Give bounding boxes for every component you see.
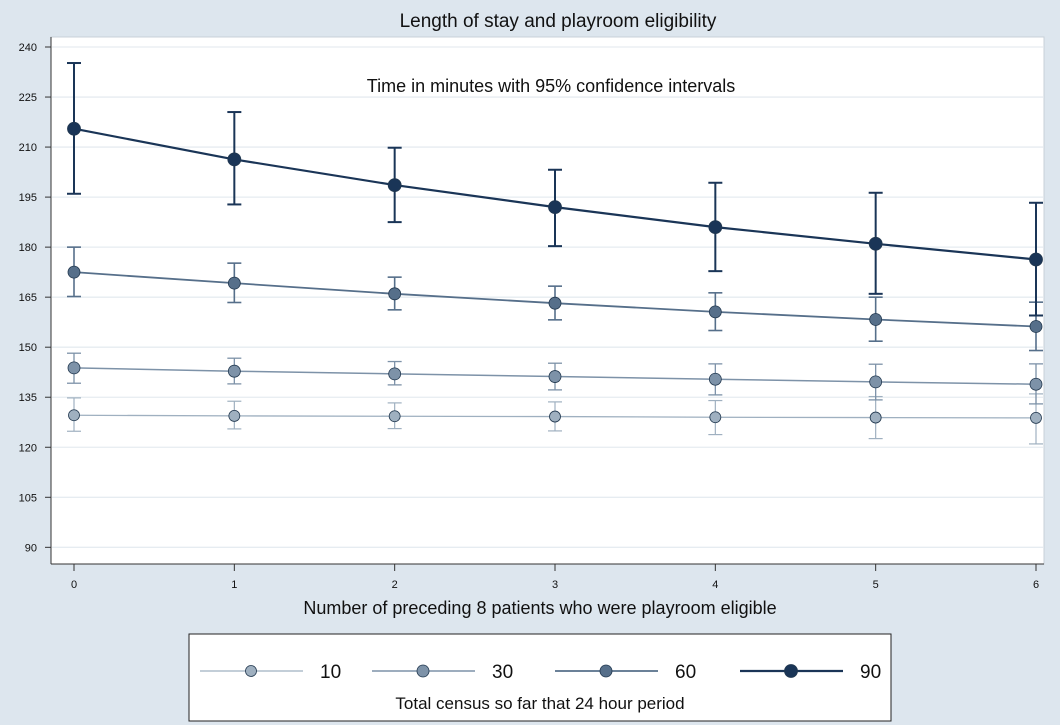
data-point xyxy=(388,367,402,381)
legend-label: 60 xyxy=(675,662,696,683)
data-point xyxy=(1029,377,1043,391)
legend-marker xyxy=(784,664,798,678)
plot-area xyxy=(50,36,1045,565)
data-point xyxy=(708,220,723,235)
series-group xyxy=(67,62,1043,445)
data-point xyxy=(869,411,882,424)
y-tick-label: 165 xyxy=(19,292,37,304)
x-tick-label: 5 xyxy=(873,579,879,591)
axes xyxy=(50,37,1044,565)
data-point xyxy=(1029,252,1043,267)
data-point xyxy=(548,370,562,383)
series-30 xyxy=(67,352,1043,405)
data-point xyxy=(227,364,241,378)
y-tick-label: 225 xyxy=(19,92,37,104)
data-point xyxy=(68,409,80,422)
data-point xyxy=(388,287,402,301)
legend-entry-10: 10 xyxy=(200,662,341,683)
y-tick-label: 90 xyxy=(25,542,37,554)
legend-entry-30: 30 xyxy=(372,662,513,683)
chart-title: Length of stay and playroom eligibility xyxy=(400,11,717,32)
legend-entries: 10 30 60 90 xyxy=(200,662,881,683)
legend-entry-60: 60 xyxy=(555,662,696,683)
data-point xyxy=(228,410,241,422)
y-tick-label: 120 xyxy=(19,442,37,454)
data-point xyxy=(1029,320,1043,333)
data-point xyxy=(227,276,241,290)
data-point xyxy=(869,375,883,389)
data-point xyxy=(388,410,401,423)
data-point xyxy=(868,236,883,251)
legend-entry-90: 90 xyxy=(740,662,881,683)
legend-label: 90 xyxy=(860,662,881,683)
x-tick-label: 0 xyxy=(71,579,77,591)
y-tick-label: 180 xyxy=(19,242,37,254)
legend-label: 10 xyxy=(320,662,341,683)
y-tick-label: 105 xyxy=(19,492,37,504)
legend: 10 30 60 90 Total census so far that 24 hou… xyxy=(188,633,892,722)
y-tick-label: 195 xyxy=(19,192,37,204)
legend-marker xyxy=(245,665,257,677)
data-point xyxy=(709,411,722,424)
y-tick-label: 240 xyxy=(19,42,37,54)
data-point xyxy=(67,361,81,375)
data-point xyxy=(548,200,562,215)
data-point xyxy=(869,313,883,326)
y-axis-ticks: 90 105 120 135 150 165 180 195 210 225 240 xyxy=(19,42,51,554)
legend-title: Total census so far that 24 hour period xyxy=(395,694,684,713)
x-tick-label: 1 xyxy=(231,579,237,591)
y-tick-label: 135 xyxy=(19,392,37,404)
chart-annotation: Time in minutes with 95% confidence inte… xyxy=(367,76,736,96)
data-point xyxy=(67,265,81,279)
legend-marker xyxy=(416,664,430,678)
data-point xyxy=(227,152,242,167)
data-point xyxy=(708,372,722,386)
x-tick-label: 6 xyxy=(1033,579,1039,591)
x-axis-ticks: 0 1 2 3 4 5 6 xyxy=(71,564,1039,591)
x-tick-label: 2 xyxy=(392,579,398,591)
series-60 xyxy=(67,246,1043,352)
grid-lines xyxy=(52,46,1043,548)
data-point xyxy=(708,305,722,319)
legend-box xyxy=(188,633,892,722)
x-axis-label: Number of preceding 8 patients who were … xyxy=(303,598,776,618)
legend-marker xyxy=(599,664,613,678)
y-tick-label: 150 xyxy=(19,342,37,354)
data-point xyxy=(387,178,402,192)
x-tick-label: 4 xyxy=(712,579,718,591)
x-tick-label: 3 xyxy=(552,579,558,591)
data-point xyxy=(549,410,561,423)
series-90 xyxy=(67,62,1043,317)
legend-label: 30 xyxy=(492,662,513,683)
y-tick-label: 210 xyxy=(19,142,37,154)
data-point xyxy=(1030,412,1042,424)
data-point xyxy=(548,296,562,310)
data-point xyxy=(67,121,81,136)
